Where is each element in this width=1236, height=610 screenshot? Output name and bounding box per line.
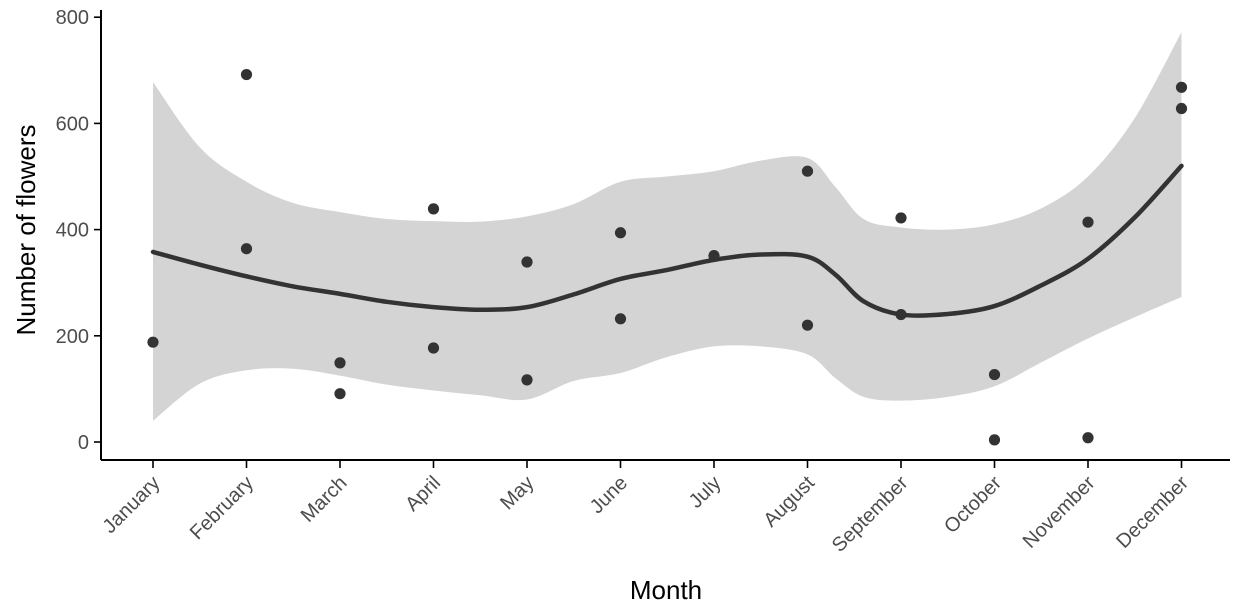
x-tick-label: April xyxy=(401,472,445,516)
data-point xyxy=(895,308,907,321)
confidence-band xyxy=(153,32,1182,421)
data-point xyxy=(521,256,533,268)
data-point xyxy=(801,165,814,177)
loess-smooth-line xyxy=(150,163,1184,318)
data-points-layer xyxy=(147,68,1188,446)
confidence-band-layer xyxy=(153,32,1182,421)
x-tick-label: May xyxy=(496,472,538,514)
data-point xyxy=(334,357,346,369)
x-tick-label: October xyxy=(940,472,1006,538)
y-axis-title: Number of flowers xyxy=(11,125,41,336)
data-point xyxy=(334,388,346,400)
x-tick-label: January xyxy=(99,472,165,538)
x-tick-label: March xyxy=(297,472,352,527)
data-point xyxy=(1082,432,1094,444)
data-point xyxy=(988,434,1001,446)
data-point xyxy=(801,319,814,331)
y-tick-label: 800 xyxy=(56,7,89,29)
y-tick-label: 400 xyxy=(56,220,89,242)
data-point xyxy=(708,250,720,262)
y-tick-label: 0 xyxy=(78,432,89,454)
data-point xyxy=(240,243,253,255)
y-tick-label: 200 xyxy=(56,326,89,348)
data-point xyxy=(895,212,907,224)
x-tick-label: September xyxy=(828,472,913,557)
smooth-line-layer xyxy=(150,163,1184,318)
data-point xyxy=(521,374,533,386)
x-tick-label: November xyxy=(1019,472,1100,553)
data-point xyxy=(614,313,627,325)
x-tick-label: December xyxy=(1112,472,1193,553)
data-point xyxy=(427,342,440,354)
data-point xyxy=(427,203,440,215)
data-point xyxy=(614,227,627,239)
x-tick-label: July xyxy=(685,472,726,513)
x-tick-label: June xyxy=(586,472,632,518)
data-point xyxy=(988,368,1001,381)
x-tick-label: August xyxy=(759,472,819,532)
y-tick-label: 600 xyxy=(56,113,89,135)
data-point xyxy=(1175,102,1188,115)
x-axis-title: Month xyxy=(630,575,702,605)
data-point xyxy=(1082,216,1094,228)
data-point xyxy=(1175,81,1188,93)
data-point xyxy=(240,68,253,81)
x-tick-label: February xyxy=(186,472,258,544)
data-point xyxy=(147,336,159,348)
